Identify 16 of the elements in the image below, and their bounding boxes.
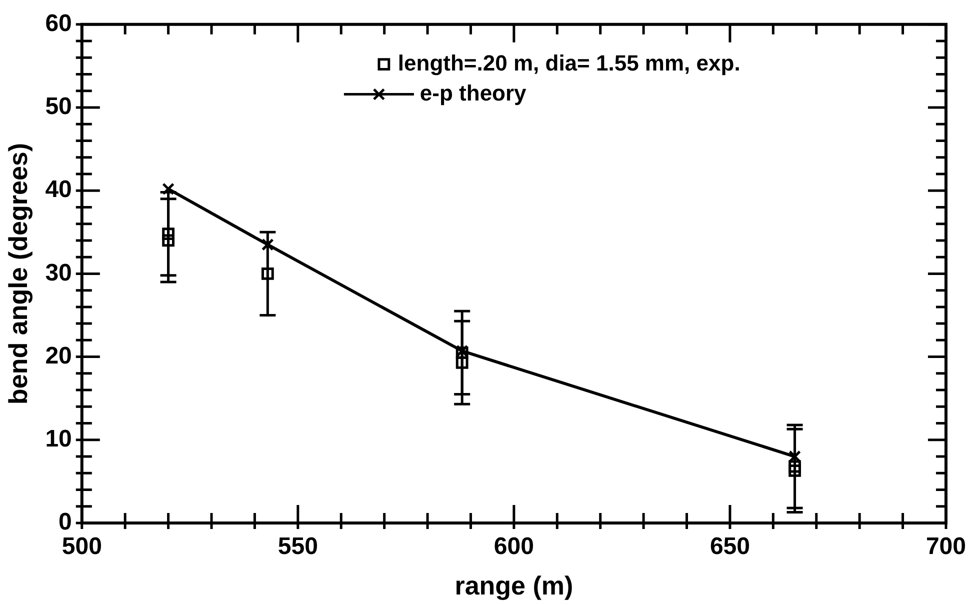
x-tick-label: 550 (278, 533, 318, 560)
x-tick-label: 700 (926, 533, 966, 560)
y-tick-label: 0 (58, 508, 72, 536)
y-tick-label: 60 (45, 10, 72, 38)
y-tick-label: 20 (45, 342, 72, 370)
legend-label: length=.20 m, dia= 1.55 mm, exp. (398, 50, 740, 76)
y-tick-label: 40 (45, 176, 72, 204)
x-axis-title: range (m) (454, 570, 574, 601)
y-axis-title: bend angle (degrees) (2, 142, 33, 404)
y-tick-label: 50 (45, 93, 72, 120)
x-tick-label: 600 (494, 533, 534, 560)
y-tick-label: 10 (45, 426, 72, 453)
x-tick-label: 500 (62, 533, 102, 560)
y-tick-label: 30 (45, 259, 72, 286)
legend-label: e-p theory (420, 80, 528, 106)
x-tick-label: 650 (710, 533, 750, 560)
